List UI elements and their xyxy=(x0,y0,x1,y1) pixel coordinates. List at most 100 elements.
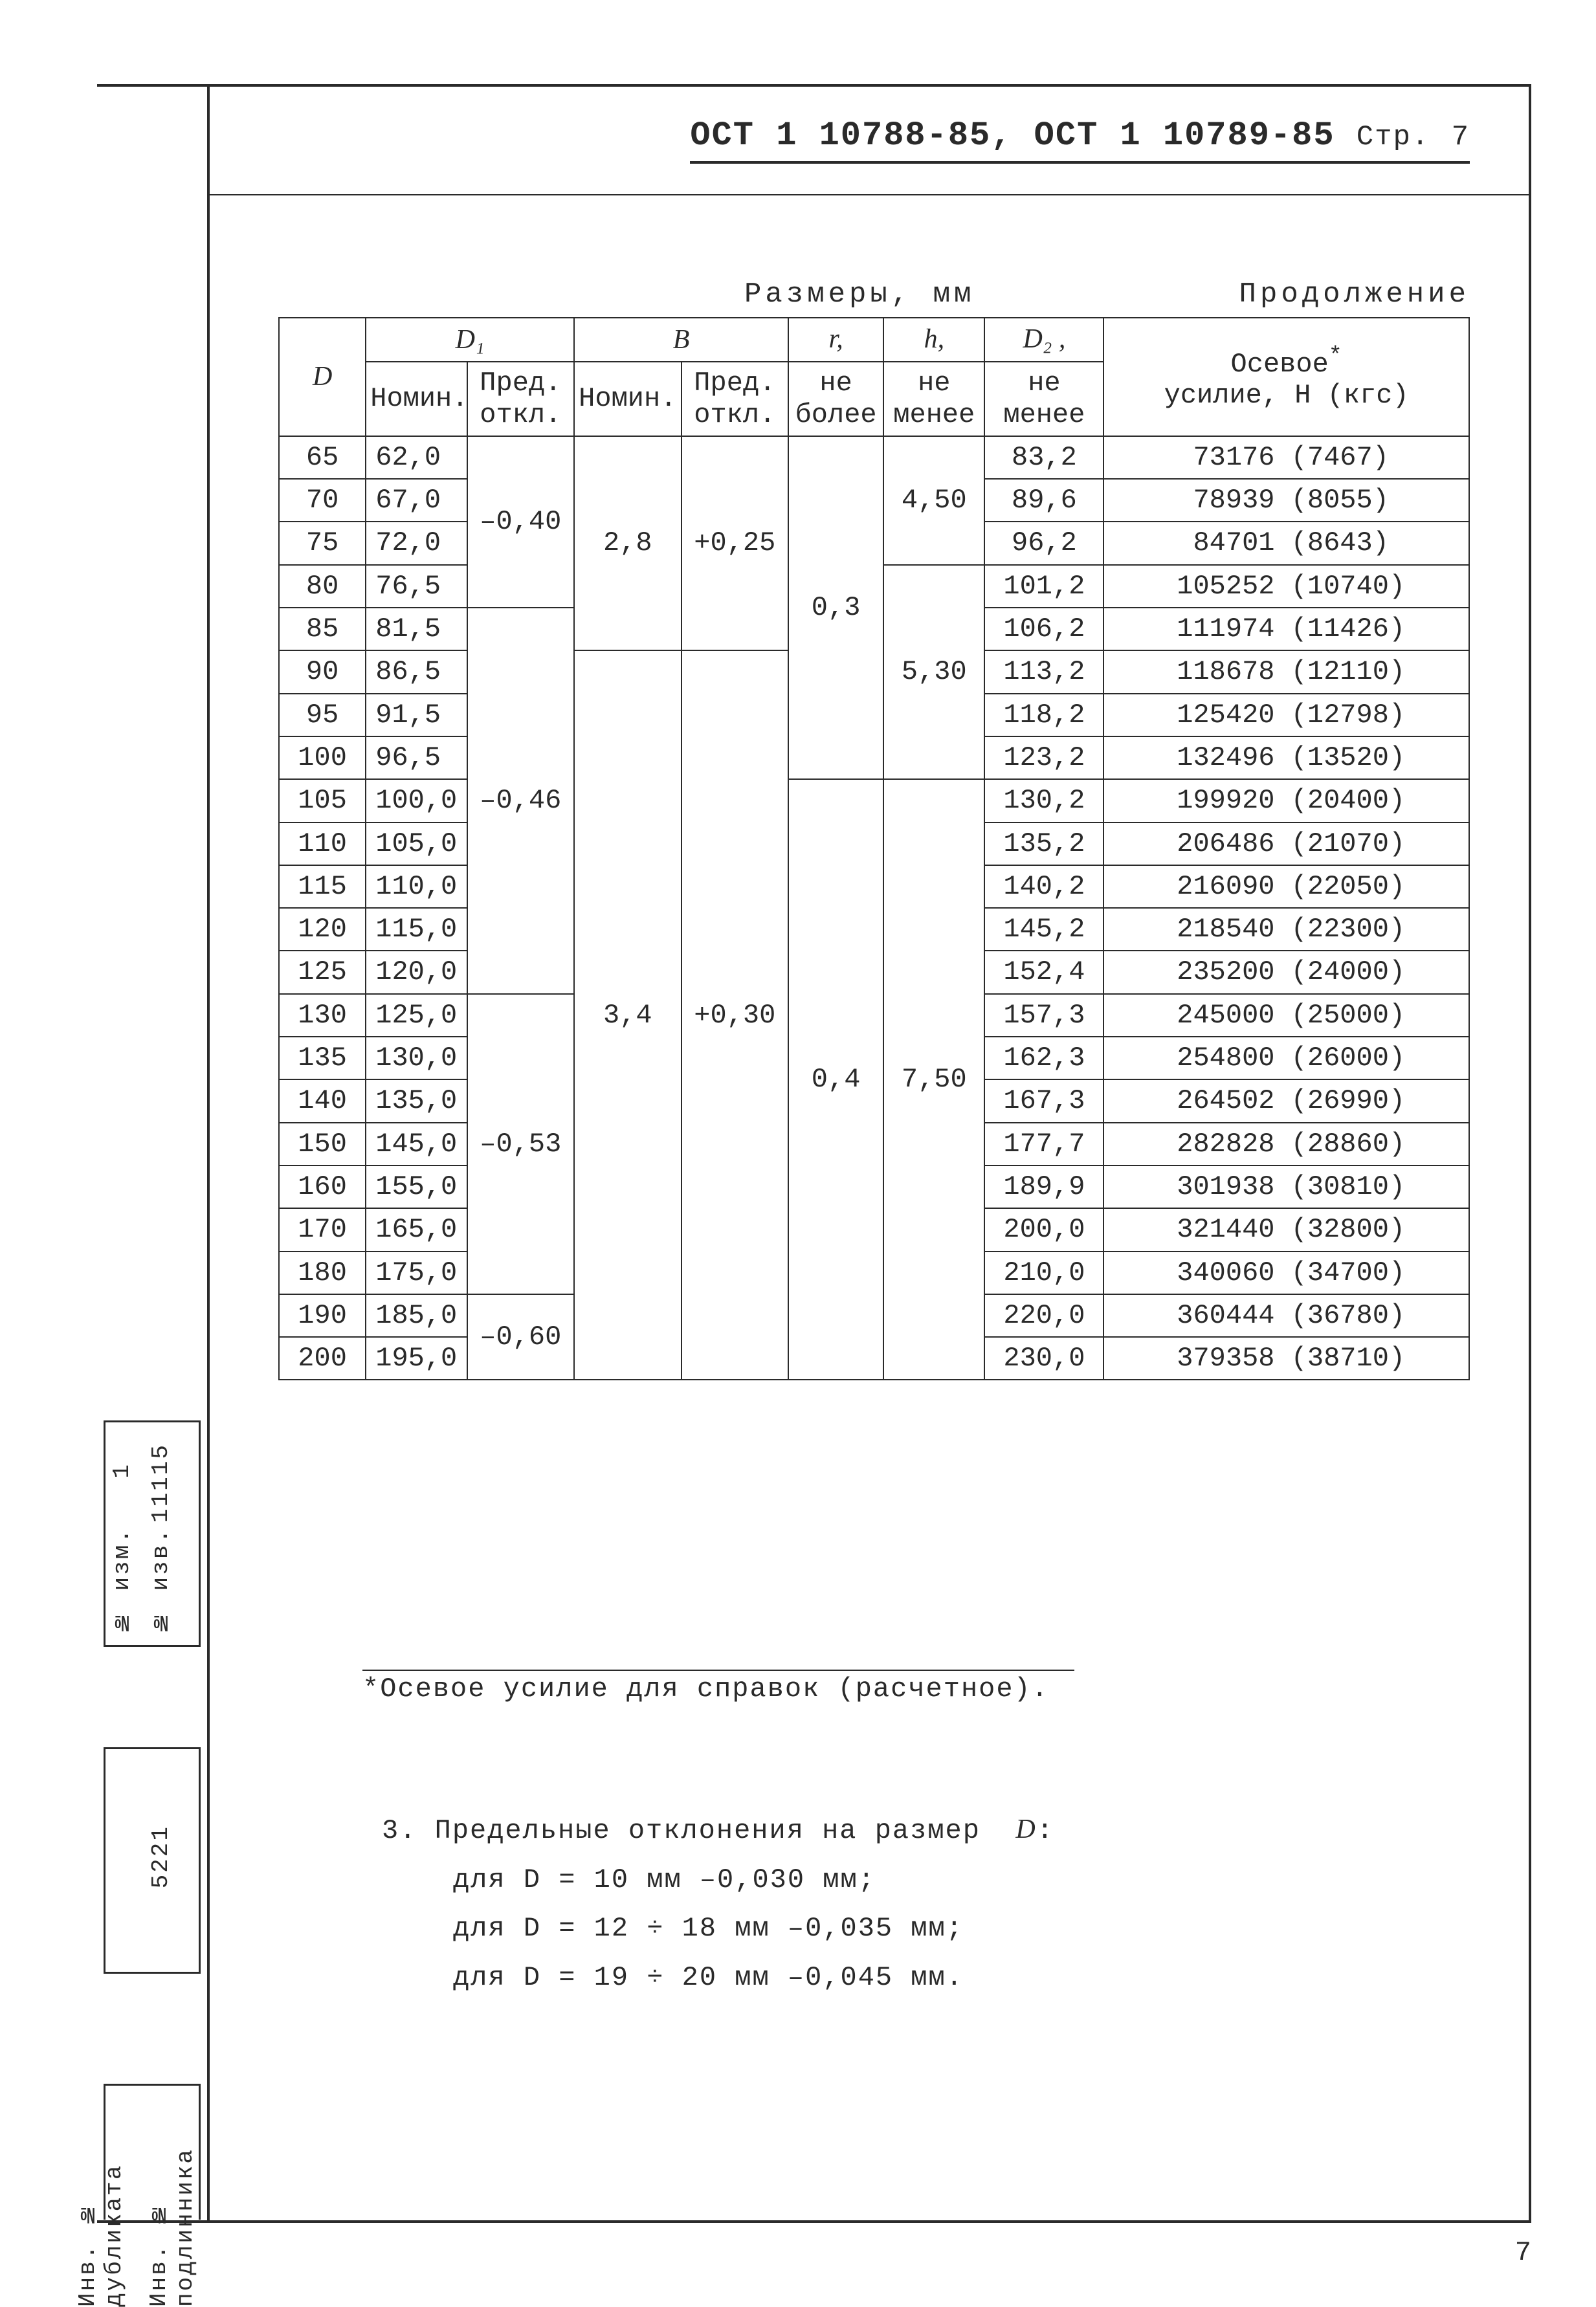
cell: 115,0 xyxy=(366,908,467,951)
cell: 113,2 xyxy=(984,650,1103,693)
izm-val: 1 xyxy=(109,1463,135,1479)
cell: 84701 (8643) xyxy=(1103,522,1469,564)
cell: 72,0 xyxy=(366,522,467,564)
col-D2: D₂ , xyxy=(984,318,1103,362)
cell: 379358 (38710) xyxy=(1103,1337,1469,1380)
cell: 4,50 xyxy=(883,436,984,565)
corner-page: 7 xyxy=(1515,2237,1531,2268)
header-rule xyxy=(207,194,1531,195)
cell: 140 xyxy=(279,1079,366,1122)
cell: 101,2 xyxy=(984,565,1103,608)
cell: 155,0 xyxy=(366,1165,467,1208)
cell: 91,5 xyxy=(366,694,467,736)
cell: 210,0 xyxy=(984,1252,1103,1294)
top-labels: Размеры, мм Продолжение xyxy=(278,278,1470,311)
cell: 230,0 xyxy=(984,1337,1103,1380)
col-B-pred: Пред. откл. xyxy=(682,362,789,436)
cell: +0,30 xyxy=(682,650,789,1380)
doc-header: ОСТ 1 10788-85, ОСТ 1 10789-85 Стр. 7 xyxy=(690,116,1470,164)
page-num: 7 xyxy=(1452,121,1470,153)
cell: 0,3 xyxy=(788,436,883,779)
cell: 85 xyxy=(279,608,366,650)
page-label: Стр. xyxy=(1357,121,1430,153)
table-row: 105100,00,47,50130,2199920 (20400) xyxy=(279,779,1469,822)
cell: 132496 (13520) xyxy=(1103,736,1469,779)
col-D2-sub: не менее xyxy=(984,362,1103,436)
cell: 185,0 xyxy=(366,1294,467,1337)
cell: 162,3 xyxy=(984,1037,1103,1079)
tbody: 6562,0–0,402,8+0,250,34,5083,273176 (746… xyxy=(279,436,1469,1380)
cell: 62,0 xyxy=(366,436,467,479)
cell: 80 xyxy=(279,565,366,608)
cell: 120 xyxy=(279,908,366,951)
cell: 145,0 xyxy=(366,1123,467,1165)
izm-label: № изм. xyxy=(109,1527,135,1635)
cell: 167,3 xyxy=(984,1079,1103,1122)
cell: 157,3 xyxy=(984,994,1103,1037)
col-r: r, xyxy=(788,318,883,362)
cell: 111974 (11426) xyxy=(1103,608,1469,650)
cell: 340060 (34700) xyxy=(1103,1252,1469,1294)
col-h-sub: не менее xyxy=(883,362,984,436)
cell: 123,2 xyxy=(984,736,1103,779)
cell: 177,7 xyxy=(984,1123,1103,1165)
cell: 105,0 xyxy=(366,822,467,865)
col-D1-pred: Пред. откл. xyxy=(467,362,575,436)
cell: 301938 (30810) xyxy=(1103,1165,1469,1208)
col-D1-nom: Номин. xyxy=(366,362,467,436)
thead: D D₁ B r, h, D₂ , Осевое* усилие, Н (кгс… xyxy=(279,318,1469,436)
cell: 90 xyxy=(279,650,366,693)
cell: 175,0 xyxy=(366,1252,467,1294)
note-line-1: для D = 12 ÷ 18 мм –0,035 мм; xyxy=(453,1904,1054,1954)
cell: 165,0 xyxy=(366,1208,467,1251)
cell: 67,0 xyxy=(366,479,467,522)
cell: 115 xyxy=(279,865,366,908)
cell: 254800 (26000) xyxy=(1103,1037,1469,1079)
cell: 135 xyxy=(279,1037,366,1079)
cell: 81,5 xyxy=(366,608,467,650)
cell: 170 xyxy=(279,1208,366,1251)
data-table: D D₁ B r, h, D₂ , Осевое* усилие, Н (кгс… xyxy=(278,317,1470,1380)
cell: 118678 (12110) xyxy=(1103,650,1469,693)
col-force: Осевое* усилие, Н (кгс) xyxy=(1103,318,1469,436)
cell: 110 xyxy=(279,822,366,865)
cell: 105 xyxy=(279,779,366,822)
cell: 189,9 xyxy=(984,1165,1103,1208)
cell: 83,2 xyxy=(984,436,1103,479)
orig-label: Инв. № подлинника xyxy=(146,2071,199,2307)
cell: 264502 (26990) xyxy=(1103,1079,1469,1122)
cell: 360444 (36780) xyxy=(1103,1294,1469,1337)
cell: 282828 (28860) xyxy=(1103,1123,1469,1165)
table-wrap: D D₁ B r, h, D₂ , Осевое* усилие, Н (кгс… xyxy=(278,317,1470,1380)
cell: 220,0 xyxy=(984,1294,1103,1337)
cell: +0,25 xyxy=(682,436,789,650)
cell: 96,5 xyxy=(366,736,467,779)
cell: 95 xyxy=(279,694,366,736)
table-row: 6562,0–0,402,8+0,250,34,5083,273176 (746… xyxy=(279,436,1469,479)
cell: 70 xyxy=(279,479,366,522)
cell: 130 xyxy=(279,994,366,1037)
cell: 106,2 xyxy=(984,608,1103,650)
cell: 73176 (7467) xyxy=(1103,436,1469,479)
col-D1: D₁ xyxy=(366,318,574,362)
notes-block: 3. Предельные отклонения на размер D: дл… xyxy=(382,1805,1054,2002)
col-B: B xyxy=(574,318,788,362)
cell: 152,4 xyxy=(984,951,1103,993)
cell: 100 xyxy=(279,736,366,779)
cell: 130,0 xyxy=(366,1037,467,1079)
cell: 180 xyxy=(279,1252,366,1294)
cell: 160 xyxy=(279,1165,366,1208)
note-line-2: для D = 19 ÷ 20 мм –0,045 мм. xyxy=(453,1954,1054,2003)
cell: –0,40 xyxy=(467,436,575,608)
cell: 125420 (12798) xyxy=(1103,694,1469,736)
cell: 78939 (8055) xyxy=(1103,479,1469,522)
cell: 190 xyxy=(279,1294,366,1337)
cell: 140,2 xyxy=(984,865,1103,908)
cell: 86,5 xyxy=(366,650,467,693)
cell: 3,4 xyxy=(574,650,682,1380)
cell: –0,46 xyxy=(467,608,575,994)
cell: 89,6 xyxy=(984,479,1103,522)
cell: 218540 (22300) xyxy=(1103,908,1469,951)
cell: 100,0 xyxy=(366,779,467,822)
doc-title: ОСТ 1 10788-85, ОСТ 1 10789-85 xyxy=(690,116,1335,155)
